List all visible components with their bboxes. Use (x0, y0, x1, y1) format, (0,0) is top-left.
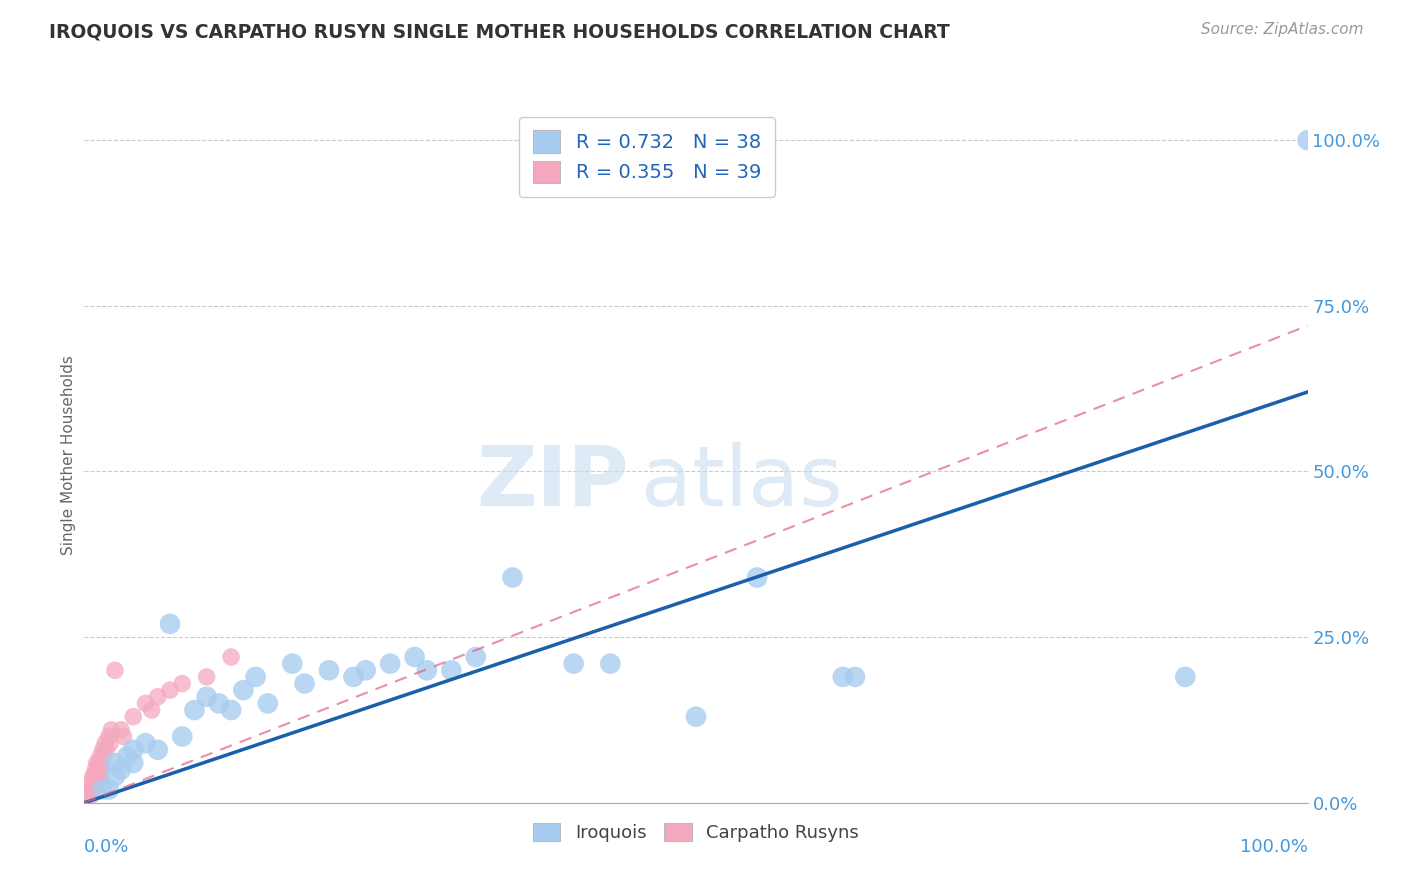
Point (685, 709, 707, 723)
Point (94, 736, 117, 750)
Point (97, 730, 120, 744)
Point (208, 697, 231, 711)
Point (100, 723, 122, 737)
Y-axis label: Single Mother Households: Single Mother Households (60, 355, 76, 555)
Point (502, 570, 524, 584)
Point (1296, 133, 1319, 147)
Point (599, 657, 621, 671)
Point (380, 657, 402, 671)
Point (172, 676, 194, 690)
Point (77, 782, 100, 797)
Point (294, 676, 316, 690)
Point (87, 769, 110, 783)
Point (86, 769, 108, 783)
Point (86, 756, 108, 770)
Point (219, 703, 242, 717)
Point (318, 663, 340, 677)
Point (98, 736, 121, 750)
Point (90, 769, 112, 783)
Point (257, 697, 280, 711)
Text: 100.0%: 100.0% (1240, 838, 1308, 855)
Point (104, 756, 127, 770)
Point (195, 670, 218, 684)
Point (342, 670, 364, 684)
Point (115, 749, 138, 764)
Point (141, 703, 163, 717)
Point (183, 703, 205, 717)
Point (135, 736, 157, 750)
Text: 0.0%: 0.0% (84, 838, 129, 855)
Point (80, 782, 103, 797)
Text: atlas: atlas (641, 442, 842, 524)
Point (135, 697, 157, 711)
Point (281, 657, 304, 671)
Point (562, 657, 585, 671)
Point (354, 663, 377, 677)
Point (122, 709, 145, 723)
Point (79, 789, 101, 804)
Text: IROQUOIS VS CARPATHO RUSYN SINGLE MOTHER HOUSEHOLDS CORRELATION CHART: IROQUOIS VS CARPATHO RUSYN SINGLE MOTHER… (49, 22, 950, 41)
Point (245, 670, 267, 684)
Point (82, 776, 104, 790)
Point (159, 616, 181, 631)
Point (404, 650, 426, 665)
Point (146, 743, 169, 757)
Point (232, 683, 254, 698)
Point (159, 683, 181, 698)
Point (84, 763, 107, 777)
Point (110, 723, 132, 737)
Point (110, 763, 132, 777)
Point (82, 769, 104, 783)
Point (172, 730, 194, 744)
Point (416, 663, 439, 677)
Point (93, 749, 115, 764)
Point (97, 782, 120, 797)
Point (146, 690, 169, 704)
Legend: Iroquois, Carpatho Rusyns: Iroquois, Carpatho Rusyns (526, 815, 866, 849)
Point (112, 730, 135, 744)
Point (77, 789, 100, 804)
Point (83, 769, 105, 783)
Point (122, 743, 145, 757)
Point (104, 663, 127, 677)
Point (1174, 670, 1197, 684)
Point (96, 743, 118, 757)
Point (91, 782, 114, 797)
Point (84, 776, 107, 790)
Point (464, 650, 486, 665)
Point (87, 776, 110, 790)
Point (87, 763, 110, 777)
Point (844, 670, 866, 684)
Point (440, 663, 463, 677)
Point (104, 769, 127, 783)
Point (83, 782, 105, 797)
Point (122, 756, 145, 770)
Point (90, 756, 112, 770)
Point (831, 670, 853, 684)
Point (89, 749, 111, 764)
Point (91, 743, 114, 757)
Point (87, 756, 110, 770)
Point (747, 570, 769, 584)
Text: Source: ZipAtlas.com: Source: ZipAtlas.com (1201, 22, 1364, 37)
Point (195, 690, 218, 704)
Point (89, 763, 111, 777)
Point (219, 650, 242, 665)
Point (79, 776, 101, 790)
Text: ZIP: ZIP (477, 442, 628, 524)
